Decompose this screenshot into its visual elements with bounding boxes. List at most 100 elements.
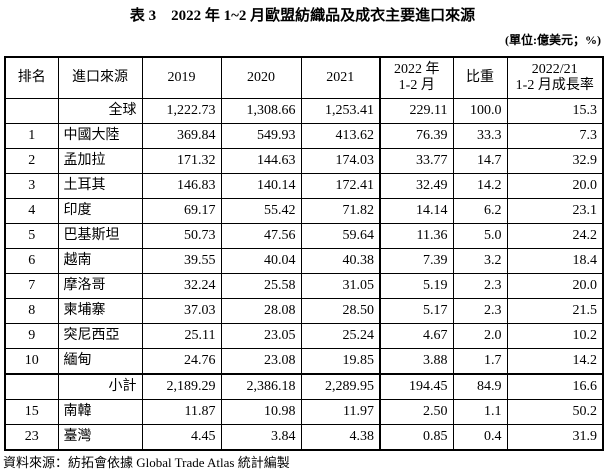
- source-cell: 柬埔寨: [57, 298, 143, 324]
- source-cell: 緬甸: [57, 348, 143, 375]
- share-cell: 2.3: [452, 298, 508, 324]
- table-row: 4 印度 69.17 55.42 71.82 14.14 6.2 23.1: [4, 198, 604, 224]
- value-2020-cell: 55.42: [220, 198, 302, 224]
- header-2022: 2022 年 1-2 月: [379, 56, 454, 99]
- value-2021-cell: 25.24: [300, 323, 381, 349]
- value-2019-cell: 69.17: [141, 198, 222, 224]
- value-2022-cell: 2.50: [379, 399, 454, 425]
- table-row: 5 巴基斯坦 50.73 47.56 59.64 11.36 5.0 24.2: [4, 223, 604, 249]
- source-cell: 摩洛哥: [57, 273, 143, 299]
- growth-cell: 21.5: [506, 298, 604, 324]
- source-cell: 小計: [57, 373, 143, 400]
- value-2022-cell: 3.88: [379, 348, 454, 375]
- value-2020-cell: 140.14: [220, 173, 302, 199]
- growth-cell: 15.3: [506, 98, 604, 124]
- growth-cell: 24.2: [506, 223, 604, 249]
- value-2020-cell: 2,386.18: [220, 373, 302, 400]
- value-2020-cell: 549.93: [220, 123, 302, 149]
- growth-cell: 7.3: [506, 123, 604, 149]
- share-cell: 100.0: [452, 98, 508, 124]
- growth-cell: 16.6: [506, 373, 604, 400]
- growth-cell: 23.1: [506, 198, 604, 224]
- value-2019-cell: 2,189.29: [141, 373, 222, 400]
- value-2019-cell: 25.11: [141, 323, 222, 349]
- value-2022-cell: 4.67: [379, 323, 454, 349]
- value-2021-cell: 1,253.41: [300, 98, 381, 124]
- value-2022-cell: 14.14: [379, 198, 454, 224]
- value-2020-cell: 25.58: [220, 273, 302, 299]
- header-2019: 2019: [141, 56, 222, 99]
- value-2021-cell: 2,289.95: [300, 373, 381, 400]
- table-row: 8 柬埔寨 37.03 28.08 28.50 5.17 2.3 21.5: [4, 298, 604, 324]
- header-2022-line2: 1-2 月: [398, 78, 435, 93]
- value-2021-cell: 40.38: [300, 248, 381, 274]
- header-share: 比重: [452, 56, 508, 99]
- share-cell: 1.1: [452, 399, 508, 425]
- rank-cell: 10: [4, 348, 59, 375]
- table-row: 小計 2,189.29 2,386.18 2,289.95 194.45 84.9 16.6: [4, 373, 604, 400]
- value-2019-cell: 4.45: [141, 424, 222, 451]
- header-row: 排名 進口來源 2019 2020 2021 2022 年 1-2 月 比重 20…: [4, 56, 604, 99]
- growth-cell: 10.2: [506, 323, 604, 349]
- value-2022-cell: 7.39: [379, 248, 454, 274]
- value-2021-cell: 11.97: [300, 399, 381, 425]
- value-2019-cell: 24.76: [141, 348, 222, 375]
- rank-cell: 5: [4, 223, 59, 249]
- value-2021-cell: 174.03: [300, 148, 381, 174]
- value-2019-cell: 32.24: [141, 273, 222, 299]
- source-cell: 全球: [57, 98, 143, 124]
- header-growth: 2022/21 1-2 月成長率: [506, 56, 604, 99]
- value-2020-cell: 23.05: [220, 323, 302, 349]
- share-cell: 3.2: [452, 248, 508, 274]
- value-2021-cell: 172.41: [300, 173, 381, 199]
- growth-cell: 50.2: [506, 399, 604, 425]
- value-2019-cell: 37.03: [141, 298, 222, 324]
- share-cell: 33.3: [452, 123, 508, 149]
- value-2022-cell: 76.39: [379, 123, 454, 149]
- table-row: 3 土耳其 146.83 140.14 172.41 32.49 14.2 20.0: [4, 173, 604, 199]
- value-2019-cell: 171.32: [141, 148, 222, 174]
- source-note: 資料來源：紡拓會依據 Global Trade Atlas 統計編製: [3, 455, 290, 470]
- header-rank: 排名: [4, 56, 59, 99]
- table-row: 9 突尼西亞 25.11 23.05 25.24 4.67 2.0 10.2: [4, 323, 604, 349]
- rank-cell: 2: [4, 148, 59, 174]
- header-growth-line2: 1-2 月成長率: [515, 78, 594, 93]
- value-2019-cell: 369.84: [141, 123, 222, 149]
- value-2022-cell: 0.85: [379, 424, 454, 451]
- rank-cell: 9: [4, 323, 59, 349]
- value-2020-cell: 47.56: [220, 223, 302, 249]
- header-2021: 2021: [300, 56, 381, 99]
- value-2020-cell: 3.84: [220, 424, 302, 451]
- value-2021-cell: 413.62: [300, 123, 381, 149]
- table-title: 表 3 2022 年 1~2 月歐盟紡織品及成衣主要進口來源: [129, 8, 476, 24]
- rank-cell: 4: [4, 198, 59, 224]
- value-2021-cell: 59.64: [300, 223, 381, 249]
- rank-cell: 15: [4, 399, 59, 425]
- value-2019-cell: 39.55: [141, 248, 222, 274]
- growth-cell: 20.0: [506, 273, 604, 299]
- growth-cell: 18.4: [506, 248, 604, 274]
- source-cell: 巴基斯坦: [57, 223, 143, 249]
- source-cell: 南韓: [57, 399, 143, 425]
- growth-cell: 32.9: [506, 148, 604, 174]
- value-2019-cell: 146.83: [141, 173, 222, 199]
- table-row: 6 越南 39.55 40.04 40.38 7.39 3.2 18.4: [4, 248, 604, 274]
- share-cell: 84.9: [452, 373, 508, 400]
- value-2021-cell: 19.85: [300, 348, 381, 375]
- value-2020-cell: 10.98: [220, 399, 302, 425]
- growth-cell: 31.9: [506, 424, 604, 451]
- value-2019-cell: 1,222.73: [141, 98, 222, 124]
- table-row: 15 南韓 11.87 10.98 11.97 2.50 1.1 50.2: [4, 399, 604, 425]
- value-2021-cell: 28.50: [300, 298, 381, 324]
- share-cell: 5.0: [452, 223, 508, 249]
- share-cell: 14.7: [452, 148, 508, 174]
- share-cell: 1.7: [452, 348, 508, 375]
- source-cell: 土耳其: [57, 173, 143, 199]
- rank-cell: 8: [4, 298, 59, 324]
- unit-note: (單位:億美元；%): [505, 33, 601, 47]
- source-cell: 孟加拉: [57, 148, 143, 174]
- rank-cell: 23: [4, 424, 59, 451]
- value-2022-cell: 32.49: [379, 173, 454, 199]
- value-2022-cell: 5.19: [379, 273, 454, 299]
- share-cell: 14.2: [452, 173, 508, 199]
